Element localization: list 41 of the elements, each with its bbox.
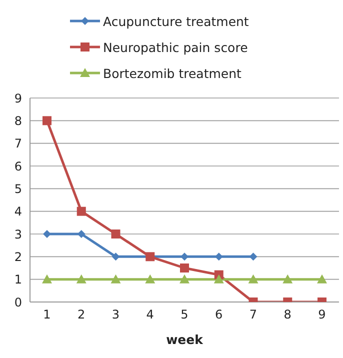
- y-tick-label: 7: [14, 136, 22, 151]
- x-tick-label: 2: [78, 308, 86, 322]
- legend-label: Bortezomib treatment: [103, 66, 242, 80]
- x-tick-label: 5: [180, 308, 188, 322]
- point: [110, 274, 121, 284]
- point: [180, 252, 188, 261]
- y-tick-label: 3: [14, 227, 22, 242]
- x-tick-label: 8: [284, 308, 292, 322]
- point: [282, 274, 293, 284]
- point: [43, 230, 51, 238]
- x-tick-label: 7: [249, 308, 258, 322]
- point: [248, 274, 258, 284]
- legend-label: Neuropathic pain score: [103, 40, 248, 54]
- point: [249, 252, 258, 261]
- point: [214, 252, 223, 261]
- x-tick-label: 1: [43, 308, 51, 322]
- point: [111, 230, 120, 238]
- legend-label: Acupuncture treatment: [103, 14, 249, 28]
- y-tick-label: 5: [14, 182, 22, 196]
- x-axis-title: week: [166, 332, 204, 347]
- point: [317, 274, 327, 284]
- point: [214, 274, 224, 284]
- y-tick-label: 6: [14, 159, 22, 174]
- point: [180, 274, 190, 284]
- x-tick-label: 9: [318, 308, 326, 322]
- point: [42, 274, 52, 284]
- point: [112, 252, 120, 261]
- y-tick-label: 1: [14, 272, 22, 287]
- point: [42, 116, 52, 126]
- y-tick-label: 9: [14, 91, 22, 106]
- y-tick-label: 0: [14, 295, 22, 310]
- point: [76, 274, 86, 284]
- y-tick-label: 8: [14, 114, 22, 128]
- x-tick-label: 3: [112, 308, 120, 322]
- point: [180, 264, 189, 272]
- x-tick-label: 6: [215, 308, 223, 322]
- y-tick-label: 2: [14, 250, 22, 264]
- point: [145, 274, 156, 284]
- y-tick-label: 4: [14, 204, 22, 219]
- point: [76, 206, 86, 216]
- x-tick-label: 4: [146, 308, 154, 322]
